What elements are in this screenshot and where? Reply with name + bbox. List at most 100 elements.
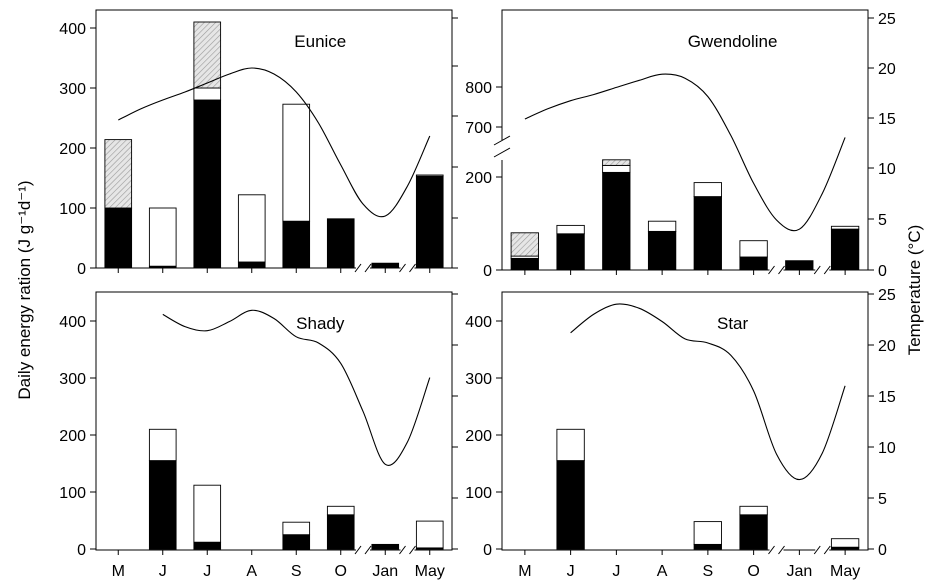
temp-tick-label: 5: [878, 491, 887, 508]
panel-shady: 0 100 200 300 400 M J J A S O Jan May Shady: [59, 291, 458, 580]
axis-break-mark: [493, 135, 511, 146]
x-break-mark: [399, 263, 406, 273]
x-tick-label: J: [612, 563, 620, 580]
y-tick-label: 200: [59, 428, 86, 445]
x-break-gap: [769, 266, 784, 274]
bar-hatched: [104, 139, 133, 209]
x-tick-label: A: [246, 563, 257, 580]
panel-title: Eunice: [294, 32, 346, 51]
bar-ingested: [647, 230, 677, 271]
temp-tick-label: 15: [878, 389, 896, 406]
bar-ingested: [510, 257, 539, 271]
temperature-line: [118, 67, 431, 218]
bar-unexplained: [193, 484, 222, 543]
x-break-gap: [356, 546, 370, 554]
temp-tick-label: 0: [878, 542, 887, 559]
left-axis-label: Daily energy ration (J g⁻¹d⁻¹): [15, 180, 34, 399]
y-tick-label: 400: [59, 314, 86, 331]
bar-ingested: [739, 514, 768, 550]
bar-unexplained: [739, 240, 768, 258]
x-break-mark: [823, 265, 831, 275]
y-tick-label: 0: [483, 542, 492, 559]
bar-ingested: [104, 207, 133, 269]
bar-unexplained: [415, 174, 444, 177]
temp-tick-label: 15: [878, 111, 896, 128]
x-tick-label: J: [567, 563, 575, 580]
bar-unexplained: [237, 194, 266, 263]
temp-tick-label: 25: [878, 287, 896, 304]
panel-star: 0 100 200 300 400 0 5 10 15 20 25 M J J A S O Jan May Star: [465, 287, 896, 580]
plot-frame: [95, 9, 453, 269]
panel-title: Gwendoline: [688, 32, 778, 51]
x-break-gap: [815, 266, 830, 274]
y-tick-label: 700: [465, 120, 492, 137]
y-tick-label: 0: [77, 542, 86, 559]
x-break-gap: [769, 546, 784, 554]
bar-ingested: [371, 262, 400, 269]
bar-ingested: [282, 220, 311, 269]
bar-unexplained: [830, 538, 860, 548]
y-tick-label: 400: [465, 314, 492, 331]
bar-unexplained: [326, 505, 355, 516]
y-tick-label: 300: [465, 371, 492, 388]
bar-ingested: [602, 171, 631, 271]
temperature-line: [162, 309, 431, 466]
x-tick-label: M: [518, 563, 531, 580]
temperature-line: [570, 303, 846, 481]
bar-unexplained: [739, 505, 768, 516]
right-axis-label: Temperature (°C): [905, 225, 924, 356]
panel-gwendoline: 0 200 700 800 0 5 10 15 20 25 Gwendoline: [465, 9, 896, 280]
temp-tick-label: 20: [878, 338, 896, 355]
bar-ingested: [739, 256, 768, 271]
x-break-mark: [399, 545, 406, 555]
bar-ingested: [148, 460, 177, 550]
bar-ingested: [693, 543, 722, 550]
plot-frame: [501, 291, 869, 551]
bar-unexplained: [693, 182, 722, 198]
temperature-line: [524, 73, 846, 232]
x-break-gap: [400, 546, 415, 554]
x-break-mark: [813, 265, 821, 275]
x-tick-label: S: [703, 563, 714, 580]
x-break-mark: [768, 545, 775, 555]
bar-ingested: [282, 534, 311, 550]
x-tick-label: J: [159, 563, 167, 580]
bar-hatched: [602, 159, 631, 166]
x-tick-label: A: [657, 563, 668, 580]
bar-unexplained: [556, 224, 585, 235]
plot-frame: [95, 291, 453, 551]
x-break-mark: [778, 545, 785, 555]
bar-ingested: [830, 228, 860, 271]
bar-ingested: [193, 99, 222, 269]
x-break-mark: [354, 545, 362, 555]
panel-eunice: 0 100 200 300 400 Eunice: [59, 9, 458, 278]
x-break-gap: [815, 546, 830, 554]
x-break-mark: [364, 545, 372, 555]
bar-hatched: [510, 232, 539, 257]
bar-ingested: [193, 541, 222, 550]
y-tick-label: 200: [465, 428, 492, 445]
y-tick-label: 400: [59, 21, 86, 38]
bar-unexplained: [282, 521, 311, 536]
y-tick-label: 200: [59, 141, 86, 158]
x-break-gap: [400, 264, 415, 272]
bar-ingested: [415, 175, 444, 269]
bar-ingested: [326, 218, 355, 269]
bar-unexplained: [556, 428, 585, 462]
bar-unexplained: [282, 103, 311, 222]
x-break-gap: [356, 264, 370, 272]
temp-tick-label: 20: [878, 61, 896, 78]
axis-break-gap: [494, 140, 506, 160]
panel-title: Star: [717, 314, 749, 333]
y-tick-label: 200: [465, 170, 492, 187]
bar-unexplained: [193, 87, 222, 101]
x-break-mark: [823, 545, 831, 555]
temp-tick-label: 5: [878, 212, 887, 229]
y-tick-label: 100: [59, 201, 86, 218]
x-tick-label: May: [830, 563, 860, 580]
x-tick-label: M: [112, 563, 125, 580]
y-tick-label: 300: [59, 81, 86, 98]
x-break-mark: [354, 263, 362, 273]
bar-ingested: [237, 261, 266, 269]
